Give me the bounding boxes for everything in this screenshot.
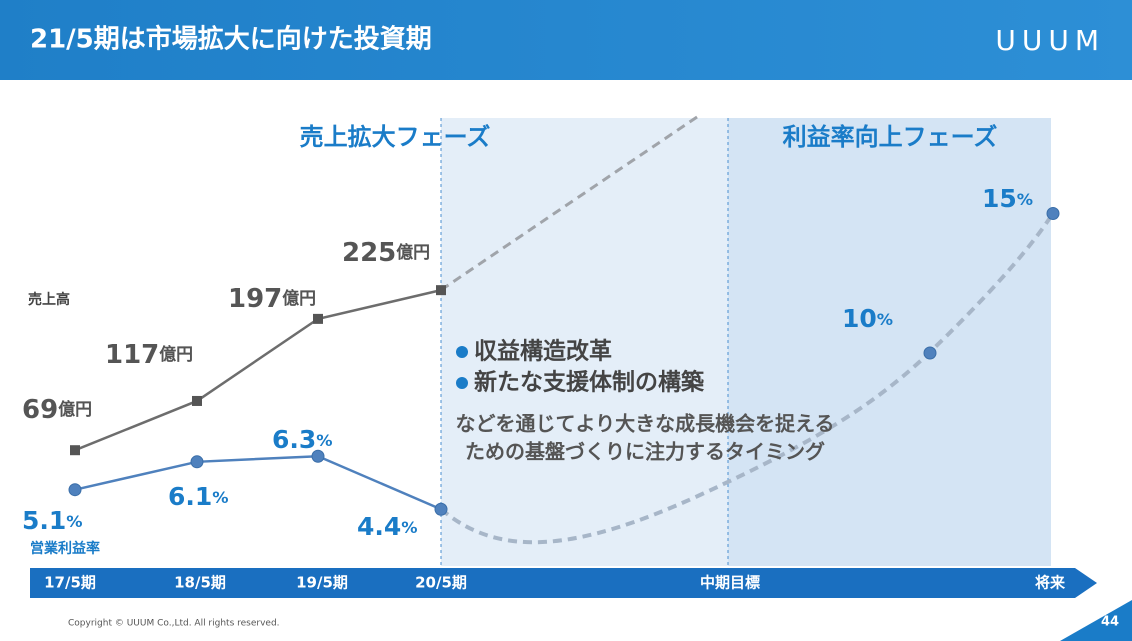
page-number: 44	[1101, 615, 1119, 630]
data-label: 4.4%	[357, 512, 418, 541]
bullet-dot	[456, 377, 468, 389]
data-label-value: 69	[22, 395, 58, 425]
data-label-unit: 億円	[58, 399, 92, 419]
timeline-arrow	[30, 568, 1097, 598]
data-label-value: 225	[342, 238, 396, 268]
data-label-unit: %	[401, 518, 417, 537]
data-label-unit: %	[877, 310, 893, 329]
bullet-dot	[456, 346, 468, 358]
x-tick-label: 20/5期	[415, 574, 467, 592]
sales-projection	[440, 113, 701, 292]
data-point	[313, 313, 323, 324]
data-point	[192, 395, 202, 406]
note-text: などを通じてより大きな成長機会を捉える	[456, 412, 835, 436]
series-line	[74, 288, 442, 452]
x-tick-label: 18/5期	[174, 574, 226, 592]
data-point	[311, 449, 325, 463]
data-label-value: 15	[982, 184, 1017, 213]
data-point	[190, 455, 204, 469]
phase-label: 売上拡大フェーズ	[300, 123, 491, 151]
data-label-value: 197	[228, 284, 282, 314]
x-tick-label: 19/5期	[296, 574, 348, 592]
data-label: 5.1%	[22, 506, 83, 535]
profit-projection	[439, 211, 1055, 545]
data-point	[434, 502, 448, 516]
data-label-unit: %	[1017, 190, 1033, 209]
x-tick-label: 17/5期	[44, 574, 96, 592]
data-label-unit: %	[316, 431, 332, 450]
corner-decoration	[1060, 600, 1132, 641]
data-label-value: 10	[842, 304, 877, 333]
data-label-unit: 億円	[159, 344, 193, 364]
data-point	[1046, 207, 1060, 220]
data-point	[70, 445, 80, 456]
phase-label: 利益率向上フェーズ	[783, 123, 998, 151]
phase-area	[728, 118, 1051, 566]
data-label-unit: %	[66, 512, 82, 531]
data-label: 197億円	[228, 284, 316, 314]
data-point	[68, 483, 82, 497]
data-label-unit: 億円	[282, 288, 316, 308]
data-label: 10%	[842, 304, 893, 333]
data-label-unit: 億円	[396, 242, 430, 262]
data-label-value: 6.1	[168, 482, 212, 511]
slide-title: 21/5期は市場拡大に向けた投資期	[30, 24, 432, 55]
data-label-unit: %	[212, 488, 228, 507]
x-tick-label: 中期目標	[700, 574, 760, 592]
data-label: 15%	[982, 184, 1033, 213]
data-label: 69億円	[22, 395, 92, 425]
data-label: 225億円	[342, 238, 430, 268]
bullet-text: 収益構造改革	[474, 338, 612, 365]
series-line	[74, 454, 442, 511]
legend-label: 売上高	[28, 291, 70, 308]
brand-logo: UUUM	[995, 24, 1105, 57]
note-text: ための基盤づくりに注力するタイミング	[465, 440, 825, 464]
x-tick-label: 将来	[1035, 574, 1066, 592]
data-label-value: 6.3	[272, 425, 316, 454]
data-label: 6.1%	[168, 482, 229, 511]
data-label: 6.3%	[272, 425, 333, 454]
bullet-text: 新たな支援体制の構築	[474, 369, 705, 396]
data-point	[436, 285, 446, 296]
data-label-value: 117	[105, 340, 159, 370]
data-point	[923, 346, 937, 360]
legend-label: 営業利益率	[30, 540, 100, 557]
data-label-value: 5.1	[22, 506, 66, 535]
header-bar	[0, 0, 1132, 80]
copyright: Copyright © UUUM Co.,Ltd. All rights res…	[68, 619, 280, 629]
data-label-value: 4.4	[357, 512, 401, 541]
data-label: 117億円	[105, 340, 193, 370]
